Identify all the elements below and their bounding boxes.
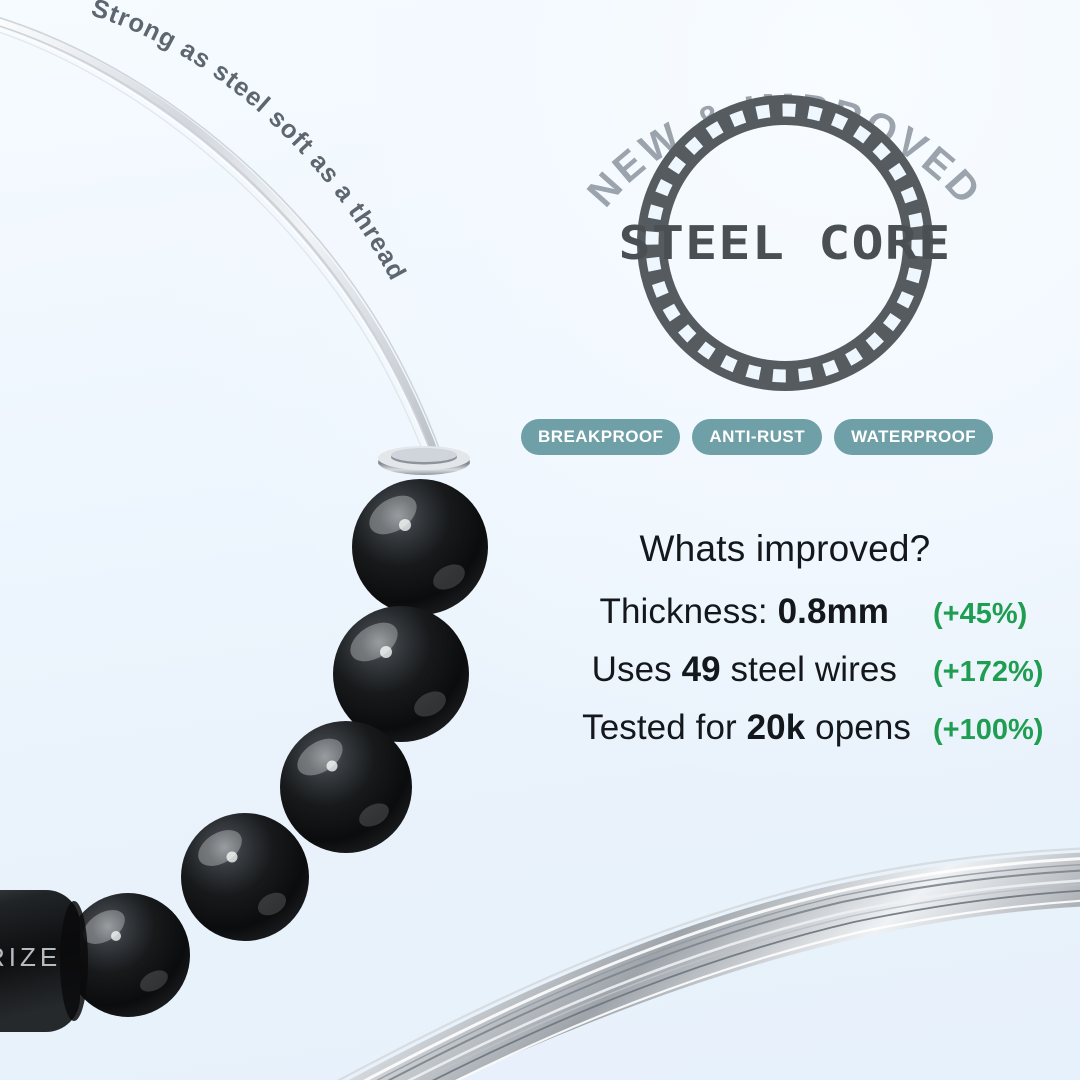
spec-delta-opens: (+100%) [933,714,1044,746]
pill-breakproof[interactable]: BREAKPROOF [521,419,681,455]
specs-title: Whats improved? [639,528,931,569]
spec-delta-thickness: (+45%) [933,598,1028,630]
spec-row-opens: Tested for 20k opens (+100%) [505,708,1065,748]
spec-value-opens: 20k [746,708,806,747]
tagline: Strong as steel soft as a thread [70,0,630,460]
spec-row-wires: Uses 49 steel wires (+172%) [505,650,1065,690]
feature-pill-list: BREAKPROOF ANTI-RUST WATERPROOF [521,419,1047,455]
pill-waterproof[interactable]: WATERPROOF [834,419,994,455]
spec-label-wires: Uses 49 steel wires [592,650,897,690]
clasp-engraving-label: RIZE [0,942,62,972]
spec-label-thickness: Thickness: 0.8mm [599,592,889,632]
badge-center-label: STEEL CORE [618,216,952,270]
spec-suffix-wires: steel wires [720,650,897,689]
svg-text:Strong as steel soft as a thre: Strong as steel soft as a thread [88,0,411,285]
spec-label-opens: Tested for 20k opens [582,708,911,748]
spec-prefix-thickness: Thickness: [599,592,778,631]
steel-core-badge: NEW & IMPROVED STEEL CORE [520,4,1050,404]
specs-panel: Whats improved? Thickness: 0.8mm (+45%) … [505,528,1065,766]
bead-chain [66,479,488,1017]
spec-value-wires: 49 [681,650,721,689]
spec-value-thickness: 0.8mm [777,592,889,631]
spec-suffix-opens: opens [805,708,911,747]
tagline-label: Strong as steel soft as a thread [88,0,411,285]
badge-center-label-wrap: STEEL CORE [598,212,972,274]
spec-delta-wires: (+172%) [933,656,1044,688]
wire-bundle [336,847,1080,1080]
pill-anti-rust[interactable]: ANTI-RUST [692,419,823,455]
badge-ring-icon [637,95,933,391]
spec-prefix-opens: Tested for [582,708,747,747]
spec-row-thickness: Thickness: 0.8mm (+45%) [505,592,1065,632]
spec-prefix-wires: Uses [591,650,682,689]
clasp-engraving: RIZE [0,942,61,973]
